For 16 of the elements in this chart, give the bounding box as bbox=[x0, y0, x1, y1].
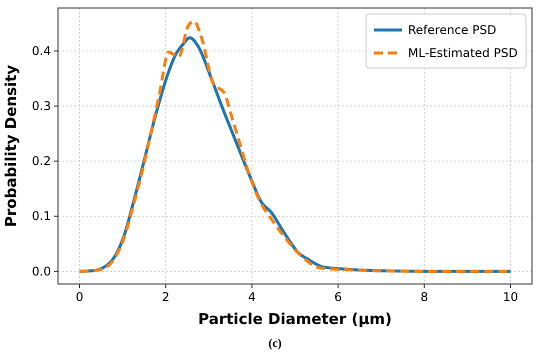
x-tick-label: 6 bbox=[334, 290, 342, 304]
y-tick-label: 0.2 bbox=[32, 154, 51, 168]
text: (c) bbox=[268, 336, 282, 350]
legend-label: ML-Estimated PSD bbox=[408, 46, 518, 60]
x-tick-label: 4 bbox=[248, 290, 256, 304]
x-tick-label: 10 bbox=[502, 290, 518, 304]
y-axis-title: Probability Density bbox=[2, 64, 20, 228]
legend-label: Reference PSD bbox=[408, 23, 496, 37]
y-tick-label: 0.3 bbox=[32, 99, 51, 114]
x-axis-title: Particle Diameter (µm) bbox=[198, 310, 392, 328]
y-tick-label: 0.4 bbox=[32, 44, 51, 58]
x-tick-label: 8 bbox=[420, 290, 428, 304]
x-tick-label: 0 bbox=[76, 290, 84, 304]
y-tick-label: 0.1 bbox=[32, 209, 51, 224]
x-tick-label: 2 bbox=[162, 290, 170, 304]
y-tick-label: 0.0 bbox=[32, 264, 51, 278]
